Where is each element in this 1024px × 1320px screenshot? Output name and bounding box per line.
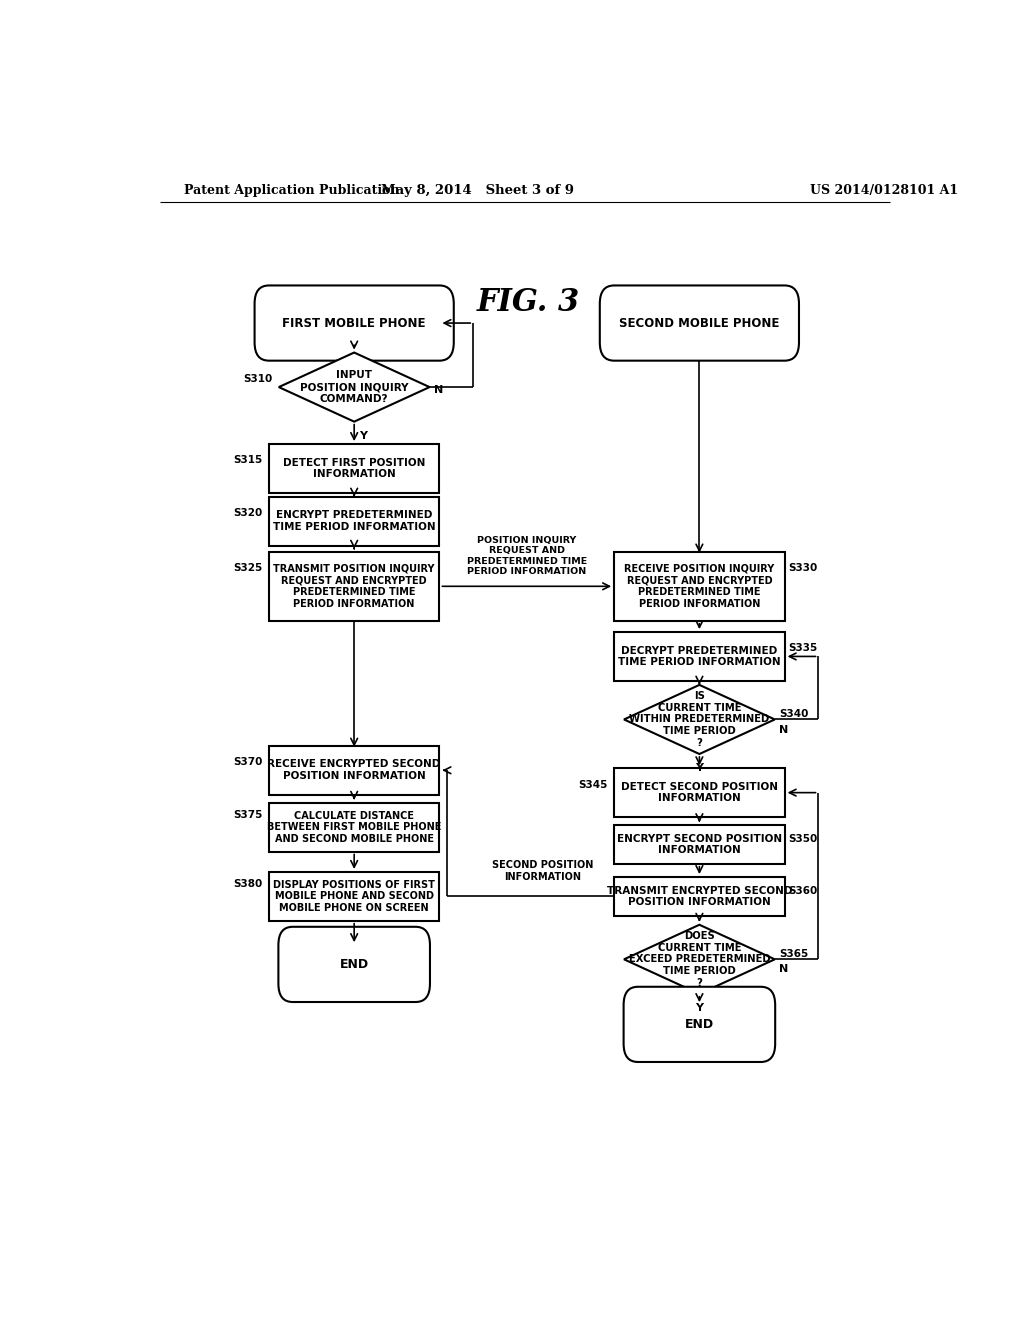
FancyBboxPatch shape — [279, 927, 430, 1002]
Text: DECRYPT PREDETERMINED
TIME PERIOD INFORMATION: DECRYPT PREDETERMINED TIME PERIOD INFORM… — [618, 645, 780, 667]
FancyBboxPatch shape — [600, 285, 799, 360]
FancyBboxPatch shape — [269, 552, 439, 620]
FancyBboxPatch shape — [269, 746, 439, 795]
Text: N: N — [778, 725, 788, 735]
Text: N: N — [433, 385, 442, 395]
Text: DETECT SECOND POSITION
INFORMATION: DETECT SECOND POSITION INFORMATION — [621, 781, 778, 804]
Text: TRANSMIT POSITION INQUIRY
REQUEST AND ENCRYPTED
PREDETERMINED TIME
PERIOD INFORM: TRANSMIT POSITION INQUIRY REQUEST AND EN… — [273, 564, 435, 609]
Text: END: END — [685, 1018, 714, 1031]
Text: RECEIVE POSITION INQUIRY
REQUEST AND ENCRYPTED
PREDETERMINED TIME
PERIOD INFORMA: RECEIVE POSITION INQUIRY REQUEST AND ENC… — [625, 564, 774, 609]
Text: FIG. 3: FIG. 3 — [477, 288, 581, 318]
FancyBboxPatch shape — [614, 768, 784, 817]
Text: DOES
CURRENT TIME
EXCEED PREDETERMINED
TIME PERIOD
?: DOES CURRENT TIME EXCEED PREDETERMINED T… — [629, 931, 770, 987]
FancyBboxPatch shape — [269, 444, 439, 492]
Text: RECEIVE ENCRYPTED SECOND
POSITION INFORMATION: RECEIVE ENCRYPTED SECOND POSITION INFORM… — [267, 759, 441, 781]
FancyBboxPatch shape — [269, 496, 439, 545]
Text: S325: S325 — [233, 564, 262, 573]
Text: S330: S330 — [788, 564, 818, 573]
Text: US 2014/0128101 A1: US 2014/0128101 A1 — [811, 185, 958, 198]
Text: S365: S365 — [778, 949, 808, 960]
Text: N: N — [778, 965, 788, 974]
Text: S315: S315 — [233, 455, 262, 465]
Text: DETECT FIRST POSITION
INFORMATION: DETECT FIRST POSITION INFORMATION — [283, 458, 425, 479]
Text: S375: S375 — [233, 810, 262, 820]
FancyBboxPatch shape — [255, 285, 454, 360]
Text: S345: S345 — [579, 780, 607, 789]
FancyBboxPatch shape — [614, 876, 784, 916]
Text: S340: S340 — [778, 709, 808, 719]
Polygon shape — [624, 925, 775, 994]
FancyBboxPatch shape — [614, 552, 784, 620]
Polygon shape — [279, 352, 430, 421]
Text: TRANSMIT ENCRYPTED SECOND
POSITION INFORMATION: TRANSMIT ENCRYPTED SECOND POSITION INFOR… — [606, 886, 793, 907]
Text: Y: Y — [695, 763, 703, 774]
Text: S370: S370 — [233, 758, 262, 767]
Text: ENCRYPT SECOND POSITION
INFORMATION: ENCRYPT SECOND POSITION INFORMATION — [616, 834, 782, 855]
Text: S335: S335 — [788, 643, 818, 653]
FancyBboxPatch shape — [614, 825, 784, 863]
FancyBboxPatch shape — [269, 873, 439, 921]
Text: S350: S350 — [788, 834, 818, 845]
FancyBboxPatch shape — [624, 987, 775, 1063]
Text: IS
CURRENT TIME
WITHIN PREDETERMINED
TIME PERIOD
?: IS CURRENT TIME WITHIN PREDETERMINED TIM… — [630, 692, 769, 747]
Text: INPUT
POSITION INQUIRY
COMMAND?: INPUT POSITION INQUIRY COMMAND? — [300, 371, 409, 404]
Text: FIRST MOBILE PHONE: FIRST MOBILE PHONE — [283, 317, 426, 330]
Text: ENCRYPT PREDETERMINED
TIME PERIOD INFORMATION: ENCRYPT PREDETERMINED TIME PERIOD INFORM… — [272, 511, 435, 532]
Text: CALCULATE DISTANCE
BETWEEN FIRST MOBILE PHONE
AND SECOND MOBILE PHONE: CALCULATE DISTANCE BETWEEN FIRST MOBILE … — [267, 810, 441, 843]
Text: S360: S360 — [788, 886, 818, 896]
Text: END: END — [340, 958, 369, 972]
Text: S320: S320 — [233, 508, 262, 519]
Text: Patent Application Publication: Patent Application Publication — [183, 185, 399, 198]
Text: S380: S380 — [233, 879, 262, 890]
Text: Y: Y — [359, 430, 367, 441]
FancyBboxPatch shape — [614, 632, 784, 681]
Text: Y: Y — [695, 1003, 703, 1014]
Text: S310: S310 — [243, 374, 272, 384]
Text: May 8, 2014   Sheet 3 of 9: May 8, 2014 Sheet 3 of 9 — [381, 185, 573, 198]
Text: SECOND MOBILE PHONE: SECOND MOBILE PHONE — [620, 317, 779, 330]
Text: DISPLAY POSITIONS OF FIRST
MOBILE PHONE AND SECOND
MOBILE PHONE ON SCREEN: DISPLAY POSITIONS OF FIRST MOBILE PHONE … — [273, 879, 435, 913]
Text: POSITION INQUIRY
REQUEST AND
PREDETERMINED TIME
PERIOD INFORMATION: POSITION INQUIRY REQUEST AND PREDETERMIN… — [467, 536, 587, 576]
Text: SECOND POSITION
INFORMATION: SECOND POSITION INFORMATION — [492, 861, 593, 882]
FancyBboxPatch shape — [269, 803, 439, 851]
Polygon shape — [624, 685, 775, 754]
